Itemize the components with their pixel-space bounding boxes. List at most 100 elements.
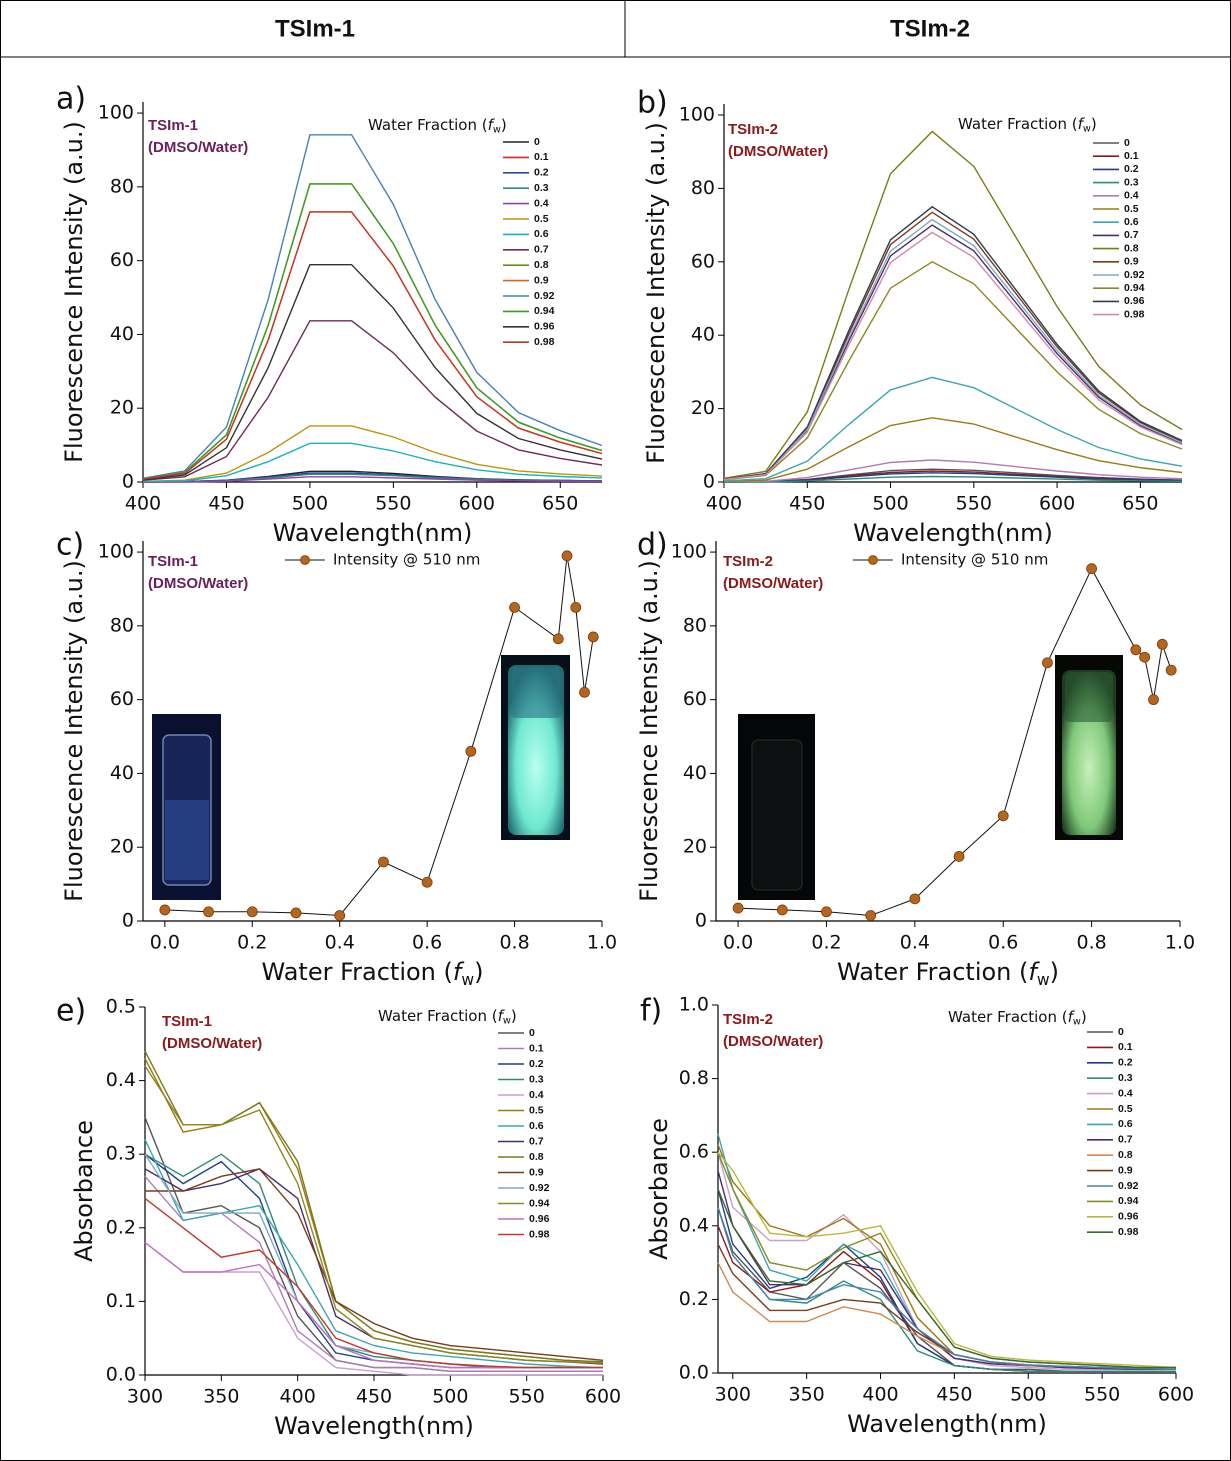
x-tick-label: 450 (208, 493, 244, 515)
x-tick-label: 0.0 (150, 932, 180, 954)
legend-label: 0 (534, 136, 540, 148)
y-tick-label: 0.0 (679, 1362, 709, 1384)
legend-label: 0.92 (1118, 1180, 1139, 1192)
legend-label: 0.92 (529, 1182, 550, 1194)
x-tick-label: 550 (509, 1386, 545, 1408)
data-point (1165, 664, 1177, 676)
y-tick-label: 0.3 (106, 1143, 136, 1165)
y-tick-label: 40 (683, 762, 707, 784)
legend-label: 0.7 (1124, 229, 1139, 241)
y-tick-label: 20 (110, 836, 134, 858)
legend-label: 0.96 (529, 1213, 550, 1225)
legend-label: 0.8 (1118, 1149, 1133, 1161)
legend-label: 0.7 (529, 1135, 544, 1147)
symbol: f (1068, 1008, 1076, 1026)
text-part: ) (1050, 958, 1059, 986)
legend-title: Water Fraction (fw) (948, 1008, 1087, 1028)
legend-label: 0.8 (534, 259, 549, 271)
x-tick-label: 0.8 (1077, 932, 1107, 954)
panel-label: e) (56, 994, 86, 1029)
subscript: w (1083, 124, 1091, 135)
series-line (144, 1197, 603, 1369)
annotation: (DMSO/Water) (728, 143, 828, 160)
series-line (142, 211, 603, 480)
data-point (1156, 638, 1168, 650)
y-tick-label: 60 (110, 688, 134, 710)
y-tick-label: 0 (703, 471, 715, 493)
legend-label: 0.2 (534, 167, 549, 179)
legend-label: 0.1 (534, 151, 549, 163)
series-line (717, 1188, 1176, 1369)
y-tick-label: 100 (98, 102, 134, 124)
series-line (717, 1151, 1177, 1369)
x-tick-label: 450 (789, 493, 825, 515)
y-axis-label: Fluorescence Intensity (a.u.) (635, 560, 663, 902)
series-line (723, 130, 1183, 479)
subscript: w (461, 971, 474, 989)
annotation: TSIm-1 (148, 553, 198, 570)
panel-label: b) (637, 86, 668, 121)
x-tick-label: 650 (542, 493, 578, 515)
x-tick-label: 0.4 (325, 932, 355, 954)
legend-label: 0.94 (1124, 282, 1145, 294)
series-line (144, 1241, 603, 1369)
y-tick-label: 80 (683, 614, 707, 636)
annotation: (DMSO/Water) (148, 575, 248, 592)
legend-label: 0.3 (534, 182, 549, 194)
data-point (509, 602, 520, 613)
x-tick-label: 500 (432, 1386, 468, 1408)
x-tick-label: 0.8 (499, 932, 529, 954)
legend-label: 0.5 (529, 1104, 544, 1116)
y-tick-label: 1.0 (679, 994, 709, 1016)
data-point (865, 910, 877, 921)
y-axis-label: Absorbance (70, 1120, 98, 1262)
legend-label: 0.5 (1118, 1103, 1133, 1115)
legend-label: 0.2 (1124, 163, 1139, 175)
data-point (1130, 644, 1142, 656)
panel-label: a) (56, 82, 86, 117)
panel-label: f) (640, 994, 662, 1029)
photo-inset (738, 714, 815, 900)
data-point (776, 904, 788, 916)
y-tick-label: 0.0 (106, 1364, 136, 1386)
symbol: f (1078, 115, 1086, 133)
annotation: (DMSO/Water) (723, 1033, 823, 1050)
data-point (732, 902, 744, 914)
series-line (723, 224, 1183, 481)
legend-label: 0.7 (1118, 1134, 1133, 1146)
x-tick-label: 400 (862, 1384, 898, 1406)
y-tick-label: 100 (671, 541, 707, 563)
legend-label: 0.98 (529, 1228, 550, 1240)
series-line (144, 1241, 603, 1376)
x-tick-label: 350 (789, 1384, 825, 1406)
legend-label: 0.5 (1124, 203, 1139, 215)
x-tick-label: 450 (356, 1386, 392, 1408)
legend-label: 0.6 (529, 1120, 544, 1132)
y-axis-label: Fluorescence Intensity (a.u.) (60, 121, 88, 463)
subscript: w (503, 1016, 511, 1027)
series-line (723, 211, 1183, 481)
y-tick-label: 0 (122, 471, 134, 493)
symbol: f (488, 116, 496, 134)
x-tick-label: 500 (1010, 1384, 1046, 1406)
legend-label: 0.92 (534, 290, 555, 302)
data-point (997, 810, 1009, 822)
subscript: w (1037, 971, 1050, 989)
x-tick-label: 650 (1122, 493, 1158, 515)
legend-label: 0.1 (529, 1042, 544, 1054)
legend-label: 0.9 (1124, 256, 1139, 268)
x-tick-label: 0.6 (988, 932, 1018, 954)
x-tick-label: 0.2 (237, 932, 267, 954)
legend-label: 0.9 (529, 1166, 544, 1178)
x-tick-label: 550 (1084, 1384, 1120, 1406)
series-line (723, 231, 1183, 481)
y-tick-label: 0.5 (106, 996, 136, 1018)
legend-label: 0.94 (529, 1197, 550, 1209)
series-line (717, 1243, 1177, 1370)
column-header: TSIm-1 (275, 15, 355, 42)
x-tick-label: 600 (459, 493, 495, 515)
legend-label: 0.98 (1118, 1226, 1139, 1238)
series-line (723, 205, 1183, 480)
text-part: Water Fraction ( (368, 116, 488, 134)
